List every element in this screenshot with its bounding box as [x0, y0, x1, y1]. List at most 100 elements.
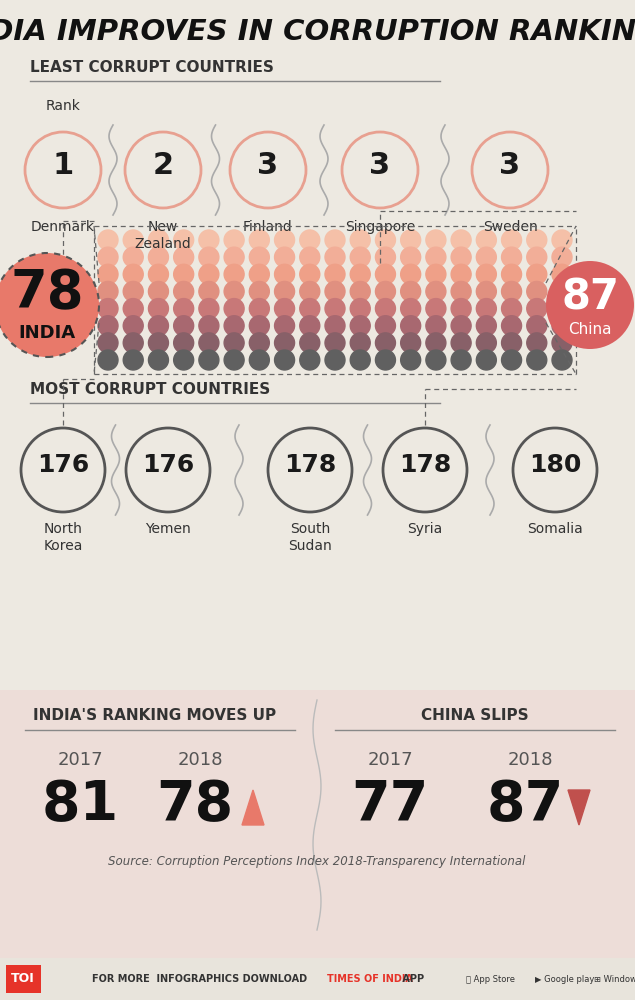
Circle shape — [351, 281, 370, 301]
Circle shape — [451, 316, 471, 336]
Circle shape — [476, 247, 497, 267]
Circle shape — [173, 333, 194, 353]
Circle shape — [250, 247, 269, 267]
Text: Somalia: Somalia — [527, 522, 583, 536]
FancyBboxPatch shape — [6, 965, 41, 993]
Circle shape — [426, 247, 446, 267]
Circle shape — [224, 247, 244, 267]
Circle shape — [0, 253, 99, 357]
Circle shape — [274, 230, 295, 250]
Circle shape — [426, 299, 446, 319]
Circle shape — [527, 316, 547, 336]
Circle shape — [476, 264, 497, 284]
Circle shape — [199, 247, 219, 267]
Circle shape — [250, 299, 269, 319]
Circle shape — [502, 247, 521, 267]
Circle shape — [527, 281, 547, 301]
Circle shape — [274, 299, 295, 319]
Text: 3: 3 — [500, 151, 521, 180]
Circle shape — [173, 299, 194, 319]
Text: FOR MORE  INFOGRAPHICS DOWNLOAD: FOR MORE INFOGRAPHICS DOWNLOAD — [93, 974, 307, 984]
Text: ▶ Google play: ▶ Google play — [535, 974, 595, 984]
Text: INDIA IMPROVES IN CORRUPTION RANKINGS: INDIA IMPROVES IN CORRUPTION RANKINGS — [0, 18, 635, 46]
Text: Source: Corruption Perceptions Index 2018-Transparency International: Source: Corruption Perceptions Index 201… — [109, 856, 526, 868]
Circle shape — [426, 230, 446, 250]
Circle shape — [250, 333, 269, 353]
Circle shape — [325, 281, 345, 301]
Circle shape — [451, 281, 471, 301]
Circle shape — [123, 281, 144, 301]
Circle shape — [250, 230, 269, 250]
Text: China: China — [568, 322, 612, 338]
Circle shape — [502, 333, 521, 353]
Text: LEAST CORRUPT COUNTRIES: LEAST CORRUPT COUNTRIES — [30, 60, 274, 76]
Circle shape — [552, 230, 572, 250]
Circle shape — [401, 230, 420, 250]
Circle shape — [98, 264, 118, 284]
Circle shape — [250, 264, 269, 284]
Circle shape — [552, 247, 572, 267]
Circle shape — [451, 299, 471, 319]
Circle shape — [351, 264, 370, 284]
Circle shape — [274, 247, 295, 267]
Circle shape — [123, 316, 144, 336]
Circle shape — [527, 299, 547, 319]
Circle shape — [325, 299, 345, 319]
Circle shape — [401, 350, 420, 370]
Circle shape — [476, 333, 497, 353]
Circle shape — [552, 281, 572, 301]
Circle shape — [375, 299, 396, 319]
Circle shape — [123, 230, 144, 250]
Circle shape — [426, 281, 446, 301]
Text: 1: 1 — [52, 151, 74, 180]
Text: 🍎 App Store: 🍎 App Store — [465, 974, 514, 984]
Circle shape — [274, 316, 295, 336]
Circle shape — [123, 247, 144, 267]
Circle shape — [98, 316, 118, 336]
Circle shape — [300, 281, 320, 301]
Circle shape — [98, 247, 118, 267]
Circle shape — [502, 316, 521, 336]
Circle shape — [199, 299, 219, 319]
Circle shape — [527, 230, 547, 250]
Text: Rank: Rank — [46, 99, 81, 113]
Circle shape — [351, 350, 370, 370]
Circle shape — [98, 299, 118, 319]
Text: 178: 178 — [399, 453, 451, 477]
Text: Finland: Finland — [243, 220, 293, 234]
Circle shape — [199, 316, 219, 336]
Circle shape — [123, 333, 144, 353]
Circle shape — [552, 316, 572, 336]
Circle shape — [274, 350, 295, 370]
Text: 2017: 2017 — [367, 751, 413, 769]
Text: 178: 178 — [284, 453, 336, 477]
Circle shape — [451, 247, 471, 267]
Text: CHINA SLIPS: CHINA SLIPS — [421, 708, 529, 722]
Circle shape — [98, 350, 118, 370]
Text: TIMES OF INDIA: TIMES OF INDIA — [327, 974, 413, 984]
Text: 176: 176 — [142, 453, 194, 477]
Circle shape — [401, 247, 420, 267]
Circle shape — [274, 281, 295, 301]
Circle shape — [502, 299, 521, 319]
Text: 78: 78 — [10, 267, 84, 319]
Circle shape — [300, 299, 320, 319]
Circle shape — [98, 333, 118, 353]
Circle shape — [552, 333, 572, 353]
Circle shape — [502, 350, 521, 370]
Circle shape — [224, 230, 244, 250]
Circle shape — [224, 350, 244, 370]
Text: 2018: 2018 — [177, 751, 223, 769]
Text: MOST CORRUPT COUNTRIES: MOST CORRUPT COUNTRIES — [30, 382, 271, 397]
Circle shape — [325, 350, 345, 370]
Text: 87: 87 — [486, 778, 564, 832]
Circle shape — [149, 299, 168, 319]
Text: Syria: Syria — [408, 522, 443, 536]
Circle shape — [149, 333, 168, 353]
Circle shape — [351, 299, 370, 319]
Circle shape — [351, 316, 370, 336]
Circle shape — [300, 264, 320, 284]
Polygon shape — [568, 790, 590, 825]
Text: South
Sudan: South Sudan — [288, 522, 332, 553]
Circle shape — [149, 230, 168, 250]
